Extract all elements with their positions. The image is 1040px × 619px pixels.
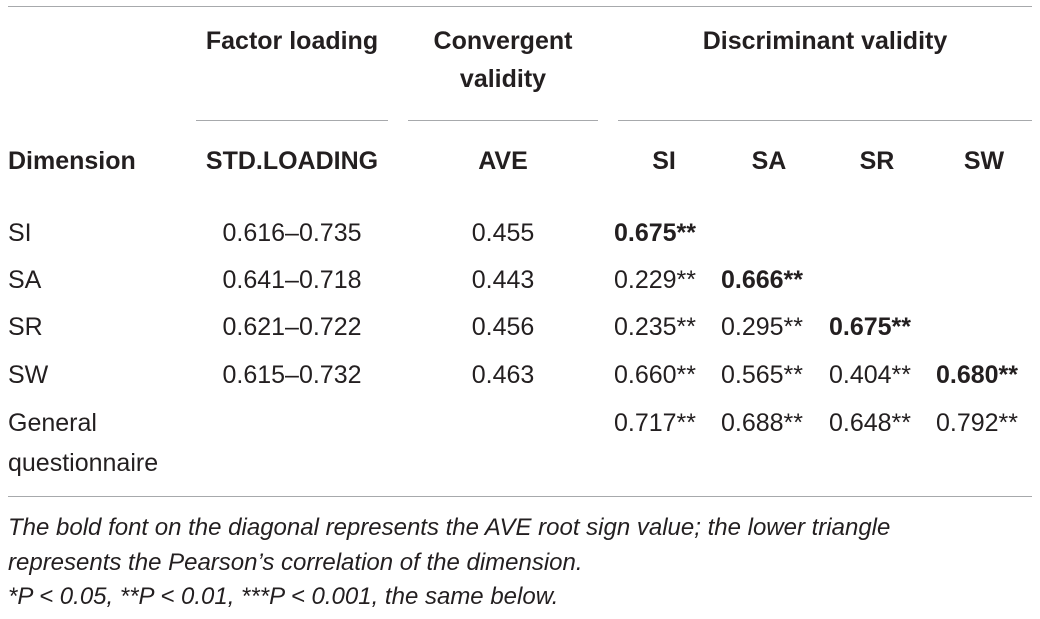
row-sa-std-loading: 0.641–0.718 <box>222 266 362 294</box>
row-sa-si: 0.229** <box>614 266 697 294</box>
row-sw-sr: 0.404** <box>829 361 912 389</box>
row-si-ave: 0.455 <box>471 219 535 247</box>
header-discriminant-validity: Discriminant validity <box>702 27 948 55</box>
row-sw-sw: 0.680** <box>936 361 1019 389</box>
footnote-line2: represents the Pearson’s correlation of … <box>8 549 583 576</box>
row-si-std-loading: 0.616–0.735 <box>222 219 362 247</box>
row-general-dimension-line2: questionnaire <box>8 449 159 477</box>
row-sr-std-loading: 0.621–0.722 <box>222 313 362 341</box>
header-dimension: Dimension <box>8 147 136 175</box>
row-sw-sa: 0.565** <box>721 361 804 389</box>
row-sw-si: 0.660** <box>614 361 697 389</box>
footnote-line1: The bold font on the diagonal represents… <box>8 514 891 541</box>
table-bottom-rule <box>8 496 1032 497</box>
row-sr-si: 0.235** <box>614 313 697 341</box>
header-ave: AVE <box>478 147 528 175</box>
row-general-sa: 0.688** <box>721 409 804 437</box>
header-sr: SR <box>859 147 895 175</box>
header-convergent-line1: Convergent <box>433 27 573 55</box>
header-std-loading: STD.LOADING <box>205 147 379 175</box>
header-sa: SA <box>751 147 787 175</box>
row-sr-dimension: SR <box>8 313 43 341</box>
row-sr-sr: 0.675** <box>829 313 912 341</box>
factor-loading-group-rule <box>196 120 388 121</box>
row-si-si: 0.675** <box>614 219 697 247</box>
row-sa-dimension: SA <box>8 266 42 294</box>
row-general-sw: 0.792** <box>936 409 1019 437</box>
row-general-dimension-line1: General <box>8 409 97 437</box>
row-sr-sa: 0.295** <box>721 313 804 341</box>
row-sr-ave: 0.456 <box>471 313 535 341</box>
discriminant-validity-group-rule <box>618 120 1032 121</box>
header-factor-loading: Factor loading <box>205 27 379 55</box>
row-sa-ave: 0.443 <box>471 266 535 294</box>
header-si: SI <box>652 147 676 175</box>
row-general-sr: 0.648** <box>829 409 912 437</box>
row-si-dimension: SI <box>8 219 32 247</box>
convergent-validity-group-rule <box>408 120 598 121</box>
row-sw-ave: 0.463 <box>471 361 535 389</box>
header-sw: SW <box>963 147 1005 175</box>
table-top-rule <box>8 6 1032 7</box>
row-general-si: 0.717** <box>614 409 697 437</box>
header-convergent-line2: validity <box>459 65 547 93</box>
row-sw-std-loading: 0.615–0.732 <box>222 361 362 389</box>
footnote-line3: *P < 0.05, **P < 0.01, ***P < 0.001, the… <box>8 583 559 610</box>
row-sw-dimension: SW <box>8 361 49 389</box>
row-sa-sa: 0.666** <box>721 266 804 294</box>
